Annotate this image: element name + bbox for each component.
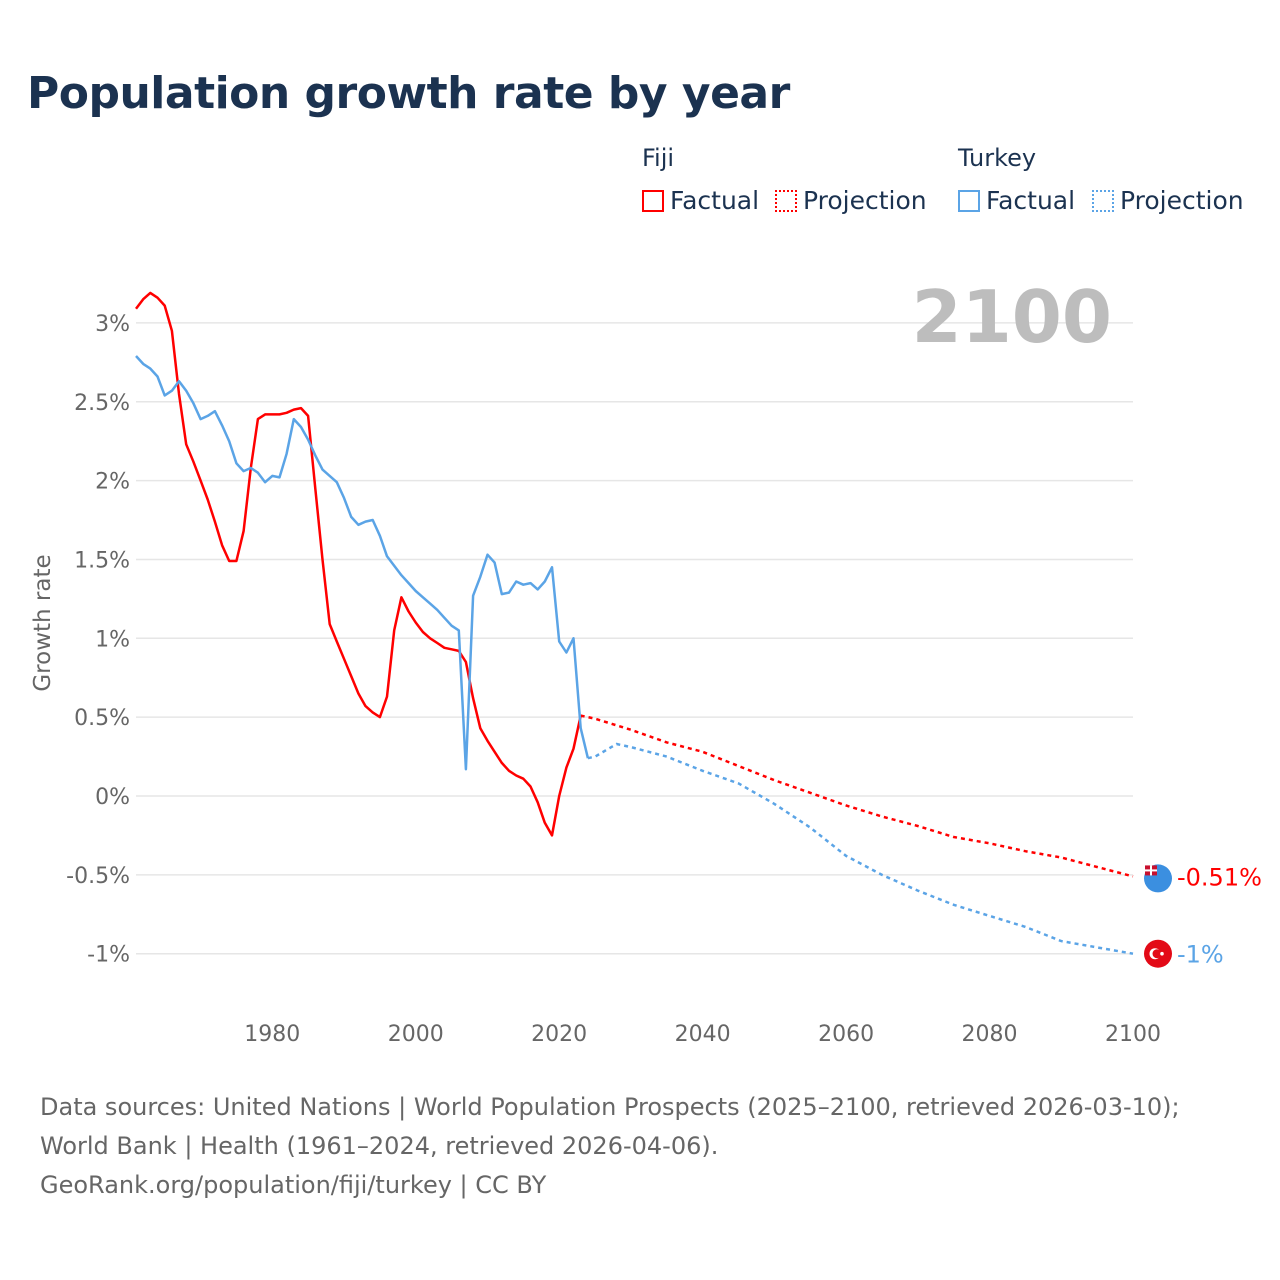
legend-group-turkey: Turkey bbox=[958, 144, 1037, 172]
legend-fiji-projection[interactable]: Projection bbox=[775, 186, 927, 215]
legend-fiji-factual[interactable]: Factual bbox=[642, 186, 759, 215]
x-tick-label: 2060 bbox=[818, 1022, 874, 1047]
legend-label: Projection bbox=[1120, 186, 1244, 215]
turkey-projection-line bbox=[587, 742, 1134, 955]
y-tick-label: 0% bbox=[95, 785, 130, 810]
year-watermark: 2100 bbox=[912, 275, 1112, 359]
x-tick-label: 2020 bbox=[531, 1022, 587, 1047]
data-sources: Data sources: United Nations | World Pop… bbox=[40, 1093, 1180, 1160]
legend-label: Projection bbox=[803, 186, 927, 215]
x-tick-label: 1980 bbox=[244, 1022, 300, 1047]
y-tick-label: -1% bbox=[87, 943, 130, 968]
y-tick-label: 2.5% bbox=[74, 391, 130, 416]
legend-swatch-dotted-icon bbox=[1092, 189, 1114, 212]
y-tick-label: 3% bbox=[95, 312, 130, 337]
x-tick-label: 2040 bbox=[675, 1022, 731, 1047]
fiji-flag-icon bbox=[1144, 864, 1172, 893]
legend-turkey-projection[interactable]: Projection bbox=[1092, 186, 1244, 215]
source-link[interactable]: GeoRank.org/population/fiji/turkey | CC … bbox=[40, 1171, 547, 1199]
fiji-projection-line bbox=[580, 714, 1134, 878]
legend-turkey-factual[interactable]: Factual bbox=[958, 186, 1075, 215]
legend-label: Factual bbox=[986, 186, 1076, 215]
legend-swatch-dotted-icon bbox=[775, 189, 797, 212]
legend-swatch-solid-icon bbox=[958, 189, 980, 212]
fiji-factual-line bbox=[135, 291, 582, 837]
x-tick-label: 2000 bbox=[388, 1022, 444, 1047]
legend-label: Factual bbox=[670, 186, 760, 215]
y-tick-label: 0.5% bbox=[74, 706, 130, 731]
y-tick-label: 1% bbox=[95, 627, 130, 652]
fiji-end-label: -0.51% bbox=[1177, 863, 1262, 891]
y-axis-label: Growth rate bbox=[30, 554, 56, 691]
y-tick-label: 2% bbox=[95, 470, 130, 495]
turkey-flag-icon bbox=[1144, 939, 1172, 968]
legend-swatch-solid-icon bbox=[642, 189, 664, 212]
turkey-end-label: -1% bbox=[1177, 941, 1224, 969]
footer: Data sources: United Nations | World Pop… bbox=[40, 1088, 1240, 1205]
x-tick-label: 2100 bbox=[1105, 1022, 1161, 1047]
y-tick-label: 1.5% bbox=[74, 548, 130, 573]
y-tick-label: -0.5% bbox=[66, 864, 130, 889]
chart-title: Population growth rate by year bbox=[27, 68, 790, 119]
legend-group-fiji: Fiji bbox=[642, 144, 675, 172]
turkey-factual-line bbox=[135, 355, 590, 771]
x-tick-label: 2080 bbox=[962, 1022, 1018, 1047]
